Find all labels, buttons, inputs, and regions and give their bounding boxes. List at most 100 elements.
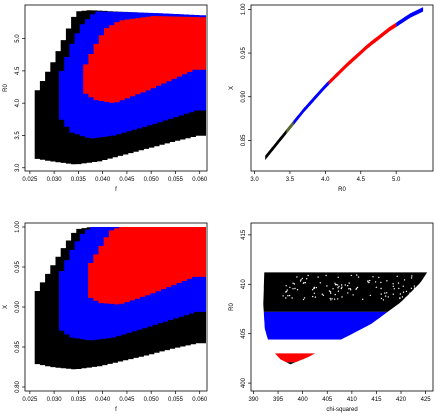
speckle [410, 287, 413, 289]
speckle [291, 297, 293, 299]
y-tick-label: 410 [241, 279, 247, 290]
speckle [334, 293, 336, 296]
speckle [285, 297, 287, 299]
speckle [334, 282, 336, 284]
speckle [402, 285, 404, 287]
speckle [399, 293, 402, 295]
speckle [336, 284, 339, 286]
band-black [286, 362, 296, 365]
speckle [313, 287, 315, 289]
speckle [397, 282, 400, 284]
speckle [392, 283, 394, 285]
y-tick-label: 3.0 [15, 163, 21, 172]
speckle [332, 288, 334, 290]
speckle [350, 289, 352, 291]
speckle [301, 277, 303, 280]
speckle [306, 278, 308, 280]
speckle [287, 295, 289, 297]
region-red [88, 227, 206, 305]
speckle [382, 299, 385, 301]
x-tick-label: 0.050 [144, 397, 160, 403]
speckle [333, 298, 336, 300]
x-tick-label: 405 [322, 397, 333, 403]
speckle [375, 286, 377, 288]
speckle [409, 292, 411, 294]
speckle [338, 285, 340, 288]
speckle [288, 294, 291, 297]
speckle [341, 286, 343, 288]
speckle [380, 293, 382, 295]
speckle [299, 280, 302, 282]
speckle [355, 287, 358, 290]
speckle [413, 297, 416, 299]
speckle [413, 295, 415, 297]
y-tick-label: 0.95 [241, 47, 247, 59]
band-blue [396, 7, 424, 27]
speckle [331, 298, 333, 300]
speckle [296, 289, 299, 291]
speckle [348, 282, 350, 284]
speckle [330, 292, 332, 294]
speckle [362, 298, 364, 300]
speckle [329, 291, 332, 293]
speckle [312, 295, 314, 298]
x-tick-label: 410 [347, 397, 358, 403]
speckle [303, 297, 306, 299]
plot-frame [250, 222, 434, 392]
speckle [337, 290, 340, 292]
speckle [315, 286, 317, 289]
x-tick-label: 4.5 [357, 177, 366, 183]
speckle [307, 274, 309, 277]
x-tick-label: 0.025 [22, 397, 38, 403]
band-red [275, 353, 315, 363]
x-tick-label: 425 [421, 397, 432, 403]
chart-p2: 3.0 3.5 4.0 4.5 5.0 0.85 0.90 0.95 1.00 R0 X [229, 3, 434, 193]
speckle [322, 294, 325, 296]
speckle [337, 287, 339, 289]
speckle [302, 298, 305, 301]
speckle [380, 281, 382, 284]
plot-frame [250, 4, 434, 172]
x-tick-label: 390 [248, 397, 259, 403]
y-tick-label: 1.00 [241, 3, 247, 15]
speckle [386, 280, 388, 282]
speckle [393, 288, 395, 290]
y-tick-label: 405 [241, 328, 247, 339]
speckle [384, 292, 386, 294]
speckle [384, 295, 387, 297]
band-blue [263, 311, 388, 340]
speckle [313, 292, 316, 294]
speckle [340, 284, 343, 286]
speckle [405, 297, 407, 299]
speckle [348, 288, 350, 290]
speckle [413, 287, 416, 289]
band-red [328, 22, 397, 86]
speckle [405, 290, 408, 293]
x-tick-label: 420 [396, 397, 407, 403]
speckle [311, 289, 314, 291]
speckle [411, 275, 413, 277]
y-tick-label: 3.5 [15, 131, 21, 140]
x-tick-label: 0.055 [168, 177, 184, 183]
speckle [378, 276, 380, 279]
speckle [369, 279, 371, 282]
x-tick-label: 400 [298, 397, 309, 403]
speckle [334, 284, 337, 286]
x-tick-label: 0.045 [119, 397, 135, 403]
speckle [350, 274, 352, 277]
speckle [402, 291, 405, 293]
y-axis-title: R0 [3, 84, 9, 92]
speckle [392, 293, 394, 295]
x-tick-label: 0.035 [71, 177, 87, 183]
speckle [329, 297, 331, 300]
y-axis-title: R0 [229, 303, 235, 311]
speckle [337, 276, 339, 278]
speckle [387, 296, 389, 298]
speckle [380, 297, 383, 300]
speckle [314, 296, 317, 298]
chart-p3: 0.025 0.030 0.035 0.040 0.045 0.050 0.055 0.060… [3, 221, 208, 413]
chart-p1: 0.025 0.030 0.035 0.040 0.045 0.050 0.055 0.060… [3, 4, 208, 193]
speckle [289, 286, 291, 289]
x-axis-title: R0 [338, 187, 346, 193]
